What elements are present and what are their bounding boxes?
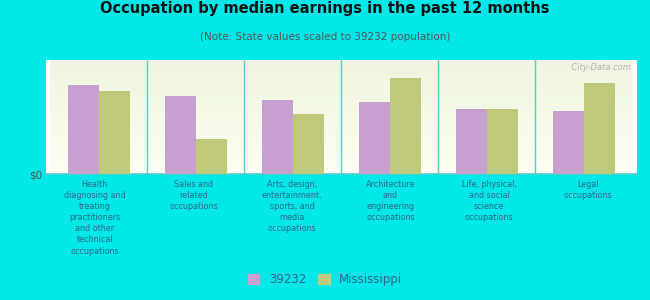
Text: Health
diagnosing and
treating
practitioners
and other
technical
occupations: Health diagnosing and treating practitio…	[64, 180, 125, 256]
Bar	[390, 79, 421, 174]
Text: Sales and
related
occupations: Sales and related occupations	[169, 180, 218, 211]
Text: Occupation by median earnings in the past 12 months: Occupation by median earnings in the pas…	[100, 2, 550, 16]
Bar	[292, 114, 324, 174]
Bar	[262, 100, 292, 174]
Text: (Note: State values scaled to 39232 population): (Note: State values scaled to 39232 popu…	[200, 32, 450, 41]
Text: Life, physical,
and social
science
occupations: Life, physical, and social science occup…	[462, 180, 517, 222]
Bar	[487, 109, 518, 174]
Bar	[196, 139, 227, 174]
Text: City-Data.com: City-Data.com	[566, 63, 631, 72]
Bar	[584, 83, 615, 174]
Legend: 39232, Mississippi: 39232, Mississippi	[245, 270, 405, 288]
Bar	[552, 111, 584, 174]
Bar	[68, 85, 99, 174]
Bar	[164, 96, 196, 174]
Text: Arts, design,
entertainment,
sports, and
media
occupations: Arts, design, entertainment, sports, and…	[262, 180, 322, 233]
Bar	[456, 109, 487, 174]
Bar	[99, 92, 130, 174]
Text: Legal
occupations: Legal occupations	[564, 180, 612, 200]
Bar	[359, 102, 390, 174]
Text: Architecture
and
engineering
occupations: Architecture and engineering occupations	[366, 180, 415, 222]
